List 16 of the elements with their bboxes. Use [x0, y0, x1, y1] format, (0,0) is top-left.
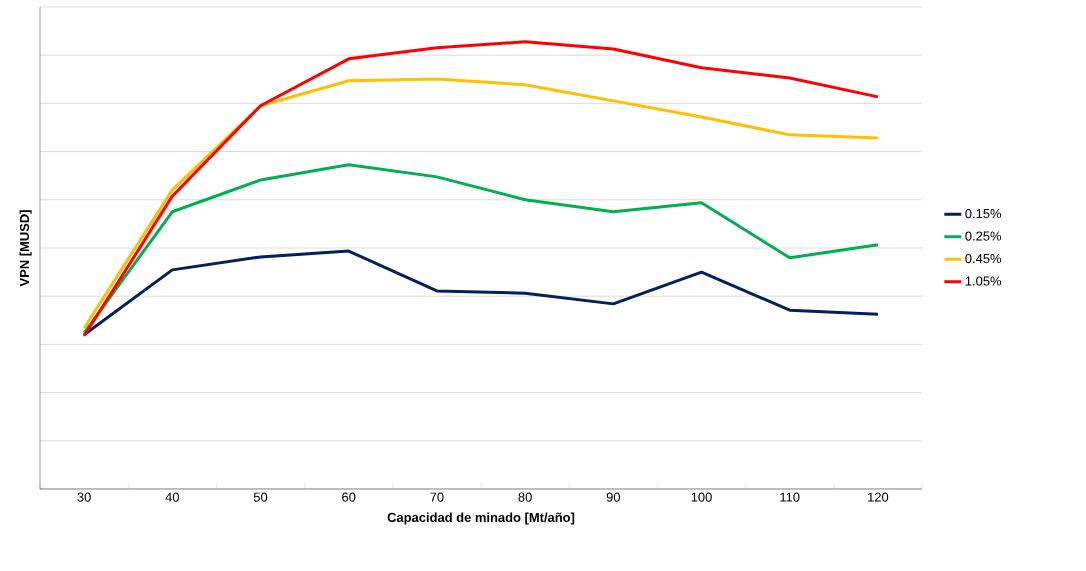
legend-label: 1.05%: [965, 276, 1002, 286]
x-tick-label: 30: [77, 492, 91, 502]
legend-label: 0.45%: [965, 253, 1002, 264]
x-tick-label: 90: [606, 492, 621, 502]
x-tick-label: 40: [165, 492, 180, 502]
x-tick-label: 120: [868, 492, 889, 502]
legend-label: 0.25%: [965, 231, 1002, 241]
legend-label: 0.15%: [965, 208, 1002, 219]
x-tick-label: 50: [253, 492, 268, 502]
x-tick-label: 60: [342, 492, 356, 502]
y-axis-title: VPN [MUSD]: [19, 210, 32, 287]
x-axis-title: Capacidad de minado [Mt/año]: [387, 512, 575, 525]
x-tick-label: 110: [780, 492, 800, 502]
x-tick-label: 70: [430, 492, 444, 502]
x-tick-label: 80: [518, 492, 532, 502]
x-tick-label: 100: [691, 492, 712, 502]
